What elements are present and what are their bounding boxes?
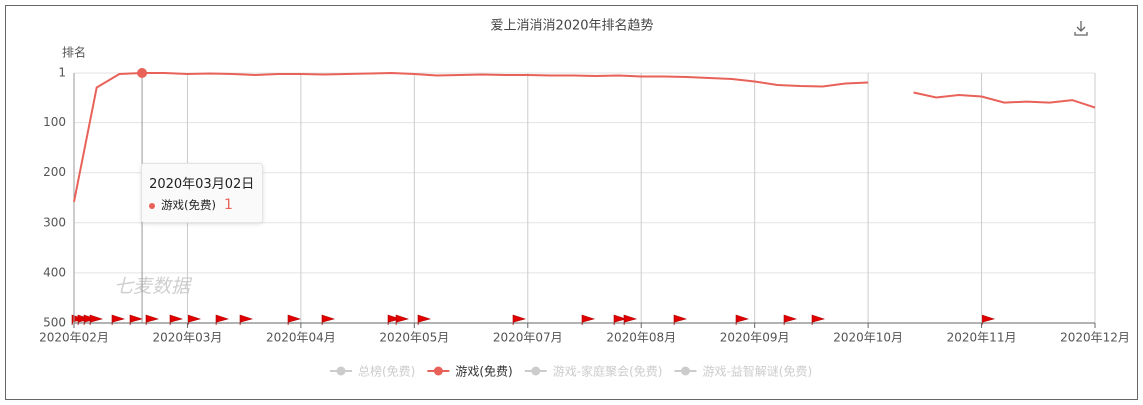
x-tick-label: 2020年08月 <box>606 331 676 345</box>
x-tick-label: 2020年07月 <box>493 331 563 345</box>
download-glyph[interactable] <box>1074 21 1088 36</box>
y-tick-label: 100 <box>43 115 66 129</box>
highlight-point <box>137 68 148 78</box>
tooltip-dot <box>149 202 156 209</box>
line <box>73 71 1096 202</box>
legend-dot <box>433 366 443 376</box>
frame <box>5 5 1138 400</box>
legend-label[interactable]: 游戏(免费) <box>455 364 512 379</box>
y-axis-title: 排名 <box>62 45 86 60</box>
legend-dot <box>531 366 541 376</box>
x-tick-label: 2020年04月 <box>266 331 336 345</box>
legend-dot <box>680 366 690 376</box>
watermark: 七麦数据 <box>114 276 193 298</box>
chart-title: 爱上消消消2020年排名趋势 <box>490 18 653 34</box>
y-tick-label: 200 <box>43 165 66 179</box>
legend-dot <box>336 366 346 376</box>
tooltip-row: 游戏(免费) 1 <box>149 197 233 213</box>
legend-label[interactable]: 游戏-益智解谜(免费) <box>702 364 812 379</box>
y-tick-label: 500 <box>43 316 66 330</box>
x-tick-label: 2020年09月 <box>720 331 790 345</box>
x-tick-label: 2020年03月 <box>153 331 223 345</box>
tooltip-series: 游戏(免费) <box>161 198 217 212</box>
tooltip-value: 1 <box>224 197 233 213</box>
y-tick-label: 1 <box>58 66 66 80</box>
y-tick-label: 400 <box>43 265 66 279</box>
legend-label[interactable]: 总榜(免费) <box>358 364 415 379</box>
x-tick-label: 2020年10月 <box>833 331 903 345</box>
tooltip-date: 2020年03月02日 <box>149 177 255 192</box>
x-tick-label: 2020年11月 <box>947 331 1017 345</box>
legend-label[interactable]: 游戏-家庭聚会(免费) <box>553 364 663 379</box>
x-tick-label: 2020年12月 <box>1060 331 1130 345</box>
x-tick-label: 2020年05月 <box>379 331 449 345</box>
download-icon[interactable] <box>1074 21 1088 36</box>
y-tick-label: 300 <box>43 215 66 229</box>
tooltip: 2020年03月02日 游戏(免费) 1 <box>141 163 264 223</box>
x-tick-label: 2020年02月 <box>39 331 109 345</box>
